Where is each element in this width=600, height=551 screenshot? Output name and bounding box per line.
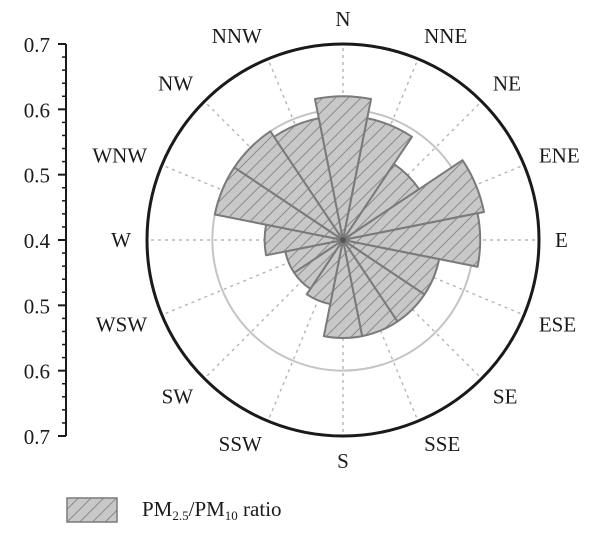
direction-label-nnw: NNW — [212, 24, 262, 48]
center-point — [340, 237, 346, 243]
radial-tick-label: 0.6 — [24, 360, 50, 384]
sector-s — [322, 239, 364, 339]
legend-label: PM2.5/PM10 ratio — [142, 496, 282, 523]
sector-ssw — [305, 239, 344, 306]
direction-label-wnw: WNW — [92, 143, 147, 167]
direction-label-n: N — [335, 7, 350, 31]
direction-label-w: W — [111, 228, 131, 252]
direction-labels: N NNE NE ENE E ESE SE SSE S SSW SW WSW W WNW NW NNW — [92, 7, 579, 473]
direction-label-ne: NE — [493, 72, 521, 96]
sector-e — [342, 212, 482, 268]
radial-axis: 0.7 0.6 0.5 0.4 0.5 0.6 0.7 — [24, 33, 67, 449]
direction-label-nw: NW — [158, 72, 193, 96]
direction-label-e: E — [555, 228, 568, 252]
sector-ene — [342, 159, 485, 241]
radial-tick-label: 0.7 — [24, 33, 50, 57]
outer-ring — [145, 42, 541, 438]
sector-nw — [233, 130, 344, 241]
direction-label-wsw: WSW — [96, 313, 148, 337]
grid-spoke — [342, 100, 483, 241]
direction-label-ene: ENE — [539, 143, 580, 167]
ratio-bars — [213, 95, 485, 339]
radial-tick-label: 0.6 — [24, 98, 50, 122]
legend-swatch — [66, 497, 118, 523]
wind-rose-chart: 0.7 0.6 0.5 0.4 0.5 0.6 0.7 N NNE NE ENE E ESE SE SSE… — [24, 7, 580, 473]
direction-label-se: SE — [493, 384, 518, 408]
radial-tick-label: 0.4 — [24, 229, 51, 253]
direction-label-nne: NNE — [424, 24, 467, 48]
direction-label-ese: ESE — [539, 313, 576, 337]
direction-label-sse: SSE — [424, 432, 460, 456]
grid-spoke — [203, 239, 344, 380]
sector-n — [313, 95, 373, 241]
grid-spoke — [267, 239, 344, 422]
direction-label-sw: SW — [162, 384, 194, 408]
direction-label-s: S — [337, 449, 349, 473]
radial-tick-label: 0.5 — [24, 294, 50, 318]
sector-nne — [342, 117, 413, 241]
radial-tick-label: 0.7 — [24, 425, 50, 449]
grid-spoke — [161, 239, 344, 316]
sector-nnw — [273, 117, 344, 241]
outer-circle — [145, 42, 541, 438]
legend: PM2.5/PM10 ratio — [66, 494, 282, 526]
direction-label-ssw: SSW — [219, 432, 262, 456]
radial-tick-label: 0.5 — [24, 164, 50, 188]
